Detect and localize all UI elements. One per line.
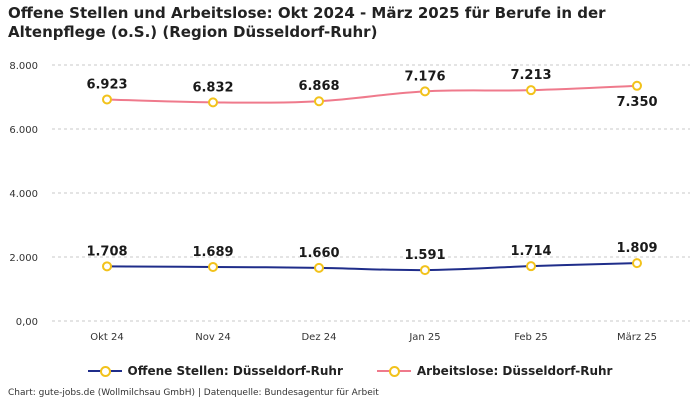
legend-label-offene-stellen: Offene Stellen: Düsseldorf-Ruhr [127,364,343,378]
data-point [314,96,324,107]
data-label: 1.708 [86,244,127,259]
data-point [526,261,536,272]
data-label: 7.213 [510,68,551,83]
legend-item-offene-stellen[interactable]: Offene Stellen: Düsseldorf-Ruhr [87,364,343,378]
x-tick-label: Nov 24 [195,332,230,343]
data-label: 6.868 [298,79,339,94]
x-tick-label: Jan 25 [408,332,440,343]
data-point [420,86,430,97]
x-tick-label: Dez 24 [301,332,336,343]
data-point [632,258,642,269]
data-point [314,262,324,273]
data-label: 6.923 [86,77,127,92]
x-tick-label: Okt 24 [90,332,124,343]
series-line-1 [106,84,638,104]
series-line-0 [106,262,638,272]
legend-item-arbeitslose[interactable]: Arbeitslose: Düsseldorf-Ruhr [376,364,613,378]
y-tick-label: 4.000 [9,189,38,200]
data-point [208,97,218,108]
chart-title: Offene Stellen und Arbeitslose: Okt 2024… [8,4,606,41]
data-label: 1.689 [192,245,233,260]
legend: Offene Stellen: Düsseldorf-Ruhr Arbeitsl… [0,361,700,381]
source-note: Chart: gute-jobs.de (Wollmilchsau GmbH) … [8,388,379,398]
legend-swatch-arbeitslose [376,365,411,377]
x-tick-label: März 25 [617,332,657,343]
y-tick-label: 8.000 [9,61,38,72]
data-point [420,265,430,276]
data-label: 1.809 [616,241,657,256]
data-point [526,85,536,96]
data-label: 6.832 [192,80,233,95]
y-tick-label: 2.000 [9,253,38,264]
y-tick-label: 6.000 [9,125,38,136]
data-label: 1.591 [404,248,445,263]
y-tick-label: 0,00 [16,317,38,328]
legend-label-arbeitslose: Arbeitslose: Düsseldorf-Ruhr [416,364,613,378]
data-label: 7.176 [404,69,445,84]
data-label: 7.350 [616,95,657,110]
x-tick-label: Feb 25 [514,332,548,343]
data-point [208,261,218,272]
data-label: 1.714 [510,244,551,259]
data-label: 1.660 [298,246,339,261]
data-point [102,261,112,272]
data-point [632,80,642,91]
legend-swatch-offene-stellen [87,365,122,377]
data-point [102,94,112,105]
